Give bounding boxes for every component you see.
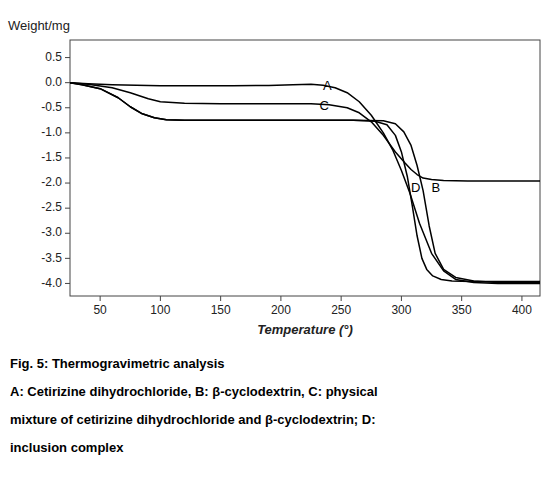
curve-label: A bbox=[323, 78, 332, 93]
caption-line: Fig. 5: Thermogravimetric analysis bbox=[10, 356, 225, 371]
chart: 50 100 150 200 250 300 350 400 0.5 0.0 -0.5 -1.0 -1.… bbox=[0, 0, 554, 491]
plot-lines bbox=[70, 83, 540, 284]
x-tick-label: 300 bbox=[391, 303, 411, 317]
y-tick-label: 0.5 bbox=[45, 50, 62, 64]
y-tick-label: -1.0 bbox=[41, 125, 62, 139]
caption-line: mixture of cetirizine dihydrochloride an… bbox=[10, 412, 376, 427]
curve bbox=[70, 83, 540, 181]
y-axis-label: Weight/mg bbox=[8, 18, 70, 33]
caption-line: A: Cetirizine dihydrochloride, B: β-cycl… bbox=[10, 384, 378, 399]
y-tick bbox=[65, 233, 70, 234]
y-tick-label: -1.5 bbox=[41, 150, 62, 164]
x-tick-label: 400 bbox=[512, 303, 532, 317]
x-tick bbox=[341, 296, 342, 301]
x-tick bbox=[401, 296, 402, 301]
y-tick-label: 0.0 bbox=[45, 75, 62, 89]
x-tick-label: 50 bbox=[93, 303, 107, 317]
x-tick-label: 200 bbox=[271, 303, 291, 317]
y-tick bbox=[65, 183, 70, 184]
x-tick bbox=[461, 296, 462, 301]
y-tick bbox=[65, 157, 70, 158]
y-tick-label: -3.0 bbox=[41, 225, 62, 239]
x-tick bbox=[100, 296, 101, 301]
y-tick-label: -4.0 bbox=[41, 276, 62, 290]
y-tick bbox=[65, 107, 70, 108]
curve-label: D bbox=[411, 180, 420, 195]
y-tick-label: -2.0 bbox=[41, 175, 62, 189]
y-tick-label: -2.5 bbox=[41, 200, 62, 214]
y-tick bbox=[65, 208, 70, 209]
caption-line: inclusion complex bbox=[10, 440, 124, 455]
y-tick-label: -3.5 bbox=[41, 251, 62, 265]
y-tick bbox=[65, 258, 70, 259]
x-tick-label: 100 bbox=[150, 303, 170, 317]
y-tick bbox=[65, 82, 70, 83]
x-tick-label: 150 bbox=[211, 303, 231, 317]
x-tick bbox=[280, 296, 281, 301]
x-tick-label: 350 bbox=[452, 303, 472, 317]
curve-label: B bbox=[432, 180, 441, 195]
plot-frame bbox=[70, 40, 540, 296]
curve bbox=[70, 83, 540, 284]
x-tick bbox=[160, 296, 161, 301]
x-tick-label: 250 bbox=[331, 303, 351, 317]
x-axis-label: Temperature (°) bbox=[257, 322, 353, 337]
y-tick bbox=[65, 132, 70, 133]
curve bbox=[70, 83, 540, 283]
y-tick bbox=[65, 283, 70, 284]
y-tick-label: -0.5 bbox=[41, 100, 62, 114]
x-tick bbox=[521, 296, 522, 301]
curve bbox=[70, 83, 540, 282]
y-tick bbox=[65, 57, 70, 58]
curve-label: C bbox=[319, 98, 328, 113]
x-tick bbox=[220, 296, 221, 301]
